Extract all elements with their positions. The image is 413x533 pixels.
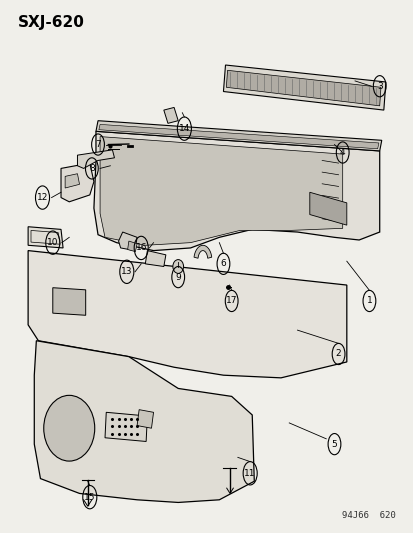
Polygon shape [145, 251, 166, 266]
Polygon shape [164, 108, 178, 123]
Text: 4: 4 [339, 148, 345, 157]
Polygon shape [226, 70, 380, 106]
Polygon shape [96, 120, 381, 151]
Polygon shape [309, 192, 346, 225]
Polygon shape [99, 124, 378, 149]
Text: 17: 17 [225, 296, 237, 305]
Polygon shape [77, 150, 114, 168]
Polygon shape [100, 136, 342, 245]
Text: SXJ-620: SXJ-620 [18, 14, 85, 30]
Polygon shape [28, 251, 346, 378]
Text: 12: 12 [37, 193, 48, 202]
Text: 15: 15 [84, 492, 95, 502]
Text: 94J66  620: 94J66 620 [342, 511, 395, 520]
Text: 9: 9 [175, 272, 180, 281]
Text: 3: 3 [376, 82, 382, 91]
Text: 2: 2 [335, 350, 341, 359]
Polygon shape [194, 245, 211, 259]
Circle shape [173, 260, 183, 273]
Text: 10: 10 [47, 238, 58, 247]
Text: 1: 1 [366, 296, 371, 305]
Text: 16: 16 [135, 244, 147, 253]
Polygon shape [105, 413, 147, 441]
Text: 7: 7 [95, 140, 101, 149]
Polygon shape [65, 174, 79, 188]
Polygon shape [28, 227, 63, 248]
Polygon shape [34, 341, 254, 503]
Text: 11: 11 [244, 469, 255, 478]
Polygon shape [31, 230, 60, 244]
Polygon shape [118, 232, 137, 251]
Text: 13: 13 [121, 268, 132, 276]
Text: 6: 6 [220, 260, 226, 268]
Polygon shape [61, 163, 94, 202]
Circle shape [44, 395, 95, 461]
Polygon shape [127, 241, 137, 252]
Polygon shape [137, 410, 153, 428]
Text: 8: 8 [89, 164, 95, 173]
Text: 5: 5 [331, 440, 337, 449]
Polygon shape [53, 288, 85, 316]
Polygon shape [223, 65, 385, 110]
Polygon shape [94, 131, 379, 251]
Text: 14: 14 [178, 124, 190, 133]
